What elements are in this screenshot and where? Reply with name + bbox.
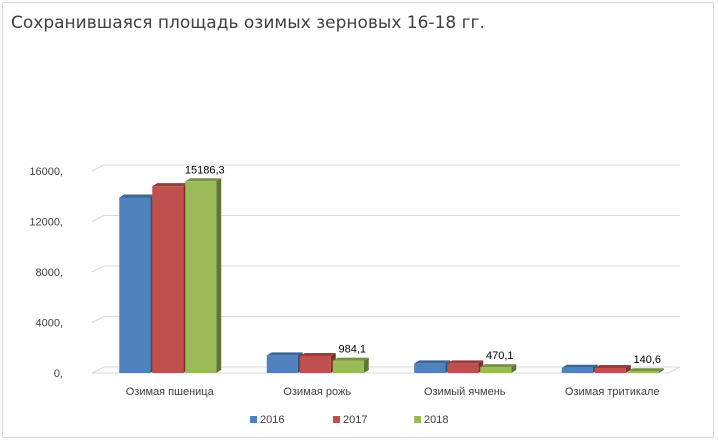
bar xyxy=(266,355,298,373)
x-tick-label: Озимый ячмень xyxy=(424,386,506,398)
bar-top xyxy=(627,368,664,372)
bar xyxy=(627,371,659,373)
bar xyxy=(152,186,184,373)
bar xyxy=(332,360,364,373)
data-label: 15186,3 xyxy=(185,164,225,176)
x-tick-label: Озимая пшеница xyxy=(126,386,215,398)
legend-label: 2017 xyxy=(343,414,367,426)
y-tick-label: 12000, xyxy=(29,217,63,229)
bar xyxy=(480,367,512,373)
bar-side xyxy=(625,364,631,373)
bar-side xyxy=(363,357,369,373)
y-tick-label: 4000, xyxy=(35,318,63,330)
y-tick-label: 0, xyxy=(54,368,63,380)
data-label: 984,1 xyxy=(338,344,366,356)
legend-swatch xyxy=(250,416,257,423)
gridline xyxy=(91,265,680,273)
gridline xyxy=(91,316,680,323)
gridline xyxy=(91,215,680,222)
bar-side xyxy=(658,368,664,373)
x-tick-label: Озимая рожь xyxy=(283,386,351,398)
legend-swatch xyxy=(414,416,421,423)
bar-top xyxy=(561,364,598,368)
bar-top xyxy=(119,194,156,198)
bar-top xyxy=(266,352,303,356)
bar-top xyxy=(185,178,222,182)
bar-top xyxy=(414,360,451,364)
y-tick-label: 16000, xyxy=(29,166,63,178)
data-label: 470,1 xyxy=(486,350,514,362)
bar xyxy=(119,197,151,373)
bar-top xyxy=(299,352,336,356)
bar xyxy=(414,363,446,373)
bar-top xyxy=(332,357,369,361)
bar-top xyxy=(480,364,517,368)
bar-top xyxy=(447,360,484,364)
bar-side xyxy=(511,364,517,373)
bar-side xyxy=(216,178,222,373)
legend-label: 2018 xyxy=(424,414,448,426)
bar-top xyxy=(152,183,189,187)
gridline xyxy=(91,164,680,172)
bar xyxy=(447,363,479,373)
bar xyxy=(594,367,626,373)
legend-label: 2016 xyxy=(260,414,284,426)
y-tick-label: 8000, xyxy=(35,267,63,279)
data-label: 140,6 xyxy=(633,354,661,366)
bar-top xyxy=(594,364,631,368)
chart-title: Сохранившаяся площадь озимых зерновых 16… xyxy=(11,13,485,33)
x-tick-label: Озимая тритикале xyxy=(565,386,660,398)
bar xyxy=(561,367,593,373)
bar xyxy=(185,181,217,373)
legend-swatch xyxy=(333,416,340,423)
bar xyxy=(299,355,331,373)
